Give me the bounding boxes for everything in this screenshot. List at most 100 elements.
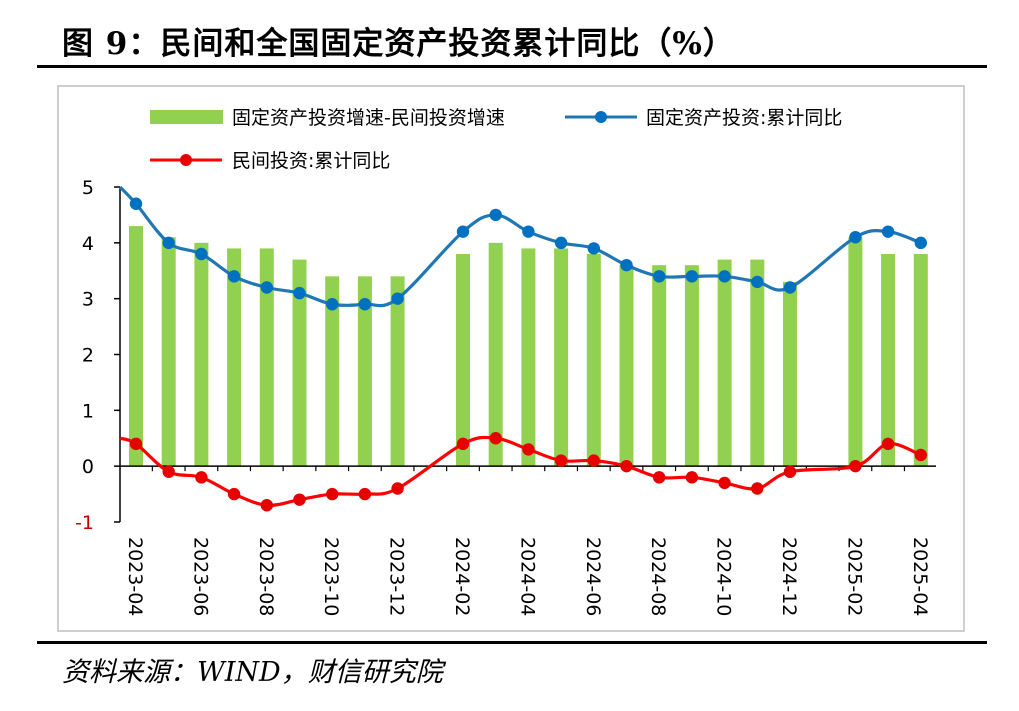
bar xyxy=(554,248,569,467)
bar xyxy=(259,248,274,467)
private-investment-point xyxy=(685,471,699,484)
x-tick-label: 2023-06 xyxy=(189,537,211,616)
legend: 固定资产投资增速-民间投资增速 固定资产投资:累计同比 民间投资:累计同比 xyxy=(150,107,842,172)
bar xyxy=(717,259,732,467)
bar xyxy=(684,265,699,467)
x-tick-label: 2023-08 xyxy=(255,537,277,616)
y-tick-label: 4 xyxy=(82,233,94,255)
private-investment-point xyxy=(554,454,568,467)
y-tick-label: 3 xyxy=(82,289,94,311)
total-investment-point xyxy=(783,281,797,294)
bar xyxy=(881,254,896,467)
bar xyxy=(357,276,372,467)
y-tick-label: 0 xyxy=(82,456,94,478)
bar xyxy=(390,276,405,467)
footer-rule xyxy=(37,641,987,644)
source-note: 资料来源：WIND，财信研究院 xyxy=(62,657,443,688)
total-investment-point xyxy=(587,242,600,255)
bar xyxy=(848,237,863,467)
total-investment-point xyxy=(522,225,535,238)
total-investment-point xyxy=(849,231,862,244)
bar xyxy=(913,254,928,467)
line-series xyxy=(118,185,927,512)
bar xyxy=(161,237,176,467)
x-tick-label: 2023-10 xyxy=(320,537,342,616)
bar xyxy=(325,276,340,467)
total-investment-point xyxy=(129,197,143,210)
bar xyxy=(456,254,470,467)
total-investment-point xyxy=(391,292,404,305)
private-investment-point xyxy=(195,471,208,484)
private-investment-point xyxy=(881,437,895,451)
x-tick-label: 2023-04 xyxy=(124,537,146,616)
legend-label-private: 民间投资:累计同比 xyxy=(232,150,390,172)
bar xyxy=(652,265,667,467)
total-investment-point xyxy=(162,236,175,250)
x-axis-labels: 2023-04 2023-06 2023-08 2023-10 2023-12 2024-… xyxy=(124,537,931,616)
y-tick-label: 5 xyxy=(82,177,94,199)
total-investment-point xyxy=(751,275,764,289)
total-investment-point xyxy=(326,298,339,311)
x-tick-label: 2023-12 xyxy=(386,537,408,616)
private-investment-point xyxy=(653,471,666,484)
bar xyxy=(750,259,765,467)
x-tick-label: 2024-06 xyxy=(582,537,604,616)
total-investment-point xyxy=(718,270,731,283)
total-investment-point xyxy=(620,258,633,272)
private-investment-point xyxy=(456,437,470,451)
private-investment-point xyxy=(620,459,633,473)
private-investment-point xyxy=(751,482,764,495)
private-investment-point xyxy=(522,443,535,456)
bar xyxy=(521,248,536,467)
total-investment-point xyxy=(881,225,895,238)
total-investment-point xyxy=(293,286,306,300)
total-investment-point xyxy=(260,281,273,294)
private-investment-point xyxy=(718,476,731,490)
bar xyxy=(227,248,242,467)
bar xyxy=(194,242,209,467)
y-tick-label: 2 xyxy=(82,345,94,367)
bar xyxy=(292,259,307,467)
x-axis-ticks xyxy=(151,466,906,472)
total-investment-point xyxy=(914,236,927,250)
private-investment-point xyxy=(391,482,404,495)
private-investment-point xyxy=(358,487,372,501)
legend-swatch-private-marker xyxy=(180,154,192,166)
private-investment-point xyxy=(914,448,927,462)
figure-title: 图 9：民间和全国固定资产投资累计同比（%） xyxy=(62,26,735,62)
bar xyxy=(586,254,601,467)
y-axis-ticks: -1 0 1 2 3 4 5 xyxy=(75,177,120,534)
x-tick-label: 2025-02 xyxy=(843,537,865,616)
x-tick-label: 2024-10 xyxy=(713,537,735,616)
bar xyxy=(129,226,143,467)
chart-frame xyxy=(57,85,965,632)
private-investment-point xyxy=(326,487,339,501)
legend-label-total: 固定资产投资:累计同比 xyxy=(646,107,842,129)
y-tick-label: 1 xyxy=(82,400,94,422)
x-tick-label: 2025-04 xyxy=(909,537,931,616)
total-investment-point xyxy=(554,236,568,250)
private-investment-point xyxy=(129,437,143,451)
total-investment-point xyxy=(456,225,470,238)
bar xyxy=(619,265,634,467)
legend-swatch-total-marker xyxy=(595,111,607,123)
private-investment-point xyxy=(587,454,600,467)
bar-series xyxy=(129,226,928,467)
total-investment-point xyxy=(195,247,208,261)
private-investment-point xyxy=(162,465,175,478)
total-investment-point xyxy=(358,298,372,311)
total-investment-point xyxy=(685,270,699,283)
bar xyxy=(488,242,503,467)
bar xyxy=(783,281,797,467)
total-investment-point xyxy=(227,270,241,283)
x-tick-label: 2024-12 xyxy=(778,537,800,616)
y-tick-label: -1 xyxy=(75,512,94,534)
legend-swatch-bar xyxy=(150,110,223,124)
total-investment-point xyxy=(653,270,666,283)
x-tick-label: 2024-04 xyxy=(516,537,538,616)
x-tick-label: 2024-08 xyxy=(647,537,669,616)
title-rule xyxy=(37,65,987,68)
total-investment-point xyxy=(489,208,502,222)
private-investment-point xyxy=(489,432,502,445)
